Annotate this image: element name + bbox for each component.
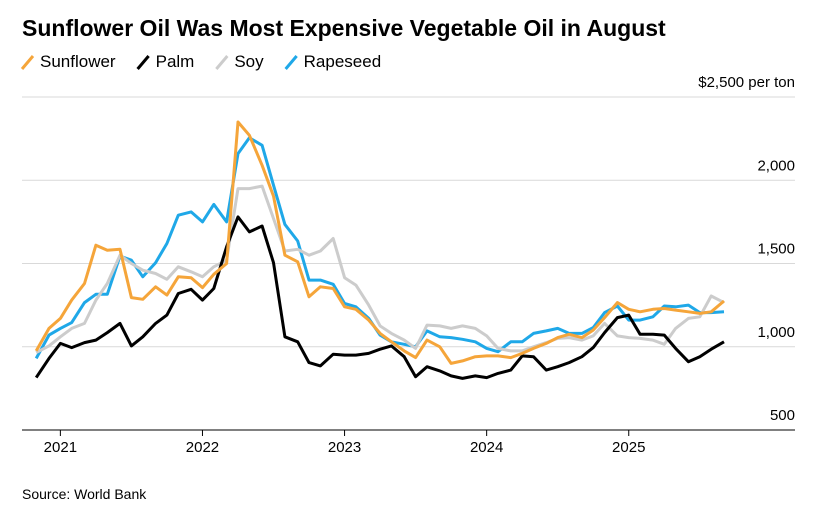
legend-swatch bbox=[284, 55, 298, 70]
x-tick-label: 2022 bbox=[186, 439, 219, 456]
legend-swatch bbox=[215, 55, 229, 70]
legend-label: Sunflower bbox=[40, 52, 116, 71]
x-tick-label: 2021 bbox=[44, 439, 77, 456]
series-line bbox=[34, 120, 725, 365]
series-line bbox=[34, 215, 725, 380]
chart-title: Sunflower Oil Was Most Expensive Vegetab… bbox=[22, 15, 666, 41]
x-tick-label: 2025 bbox=[612, 439, 645, 456]
x-tick-label: 2024 bbox=[470, 439, 503, 456]
legend-label: Rapeseed bbox=[304, 52, 382, 71]
x-tick-label: 2023 bbox=[328, 439, 361, 456]
series-line bbox=[35, 184, 725, 354]
y-tick-label: $2,500 per ton bbox=[698, 74, 795, 91]
source: Source: World Bank bbox=[22, 486, 147, 502]
legend-label: Palm bbox=[156, 52, 195, 71]
legend-label: Soy bbox=[234, 52, 264, 71]
legend-swatch bbox=[20, 55, 35, 70]
y-tick-label: 1,000 bbox=[757, 324, 795, 341]
y-tick-label: 500 bbox=[770, 407, 795, 424]
y-tick-label: 1,500 bbox=[757, 241, 795, 258]
y-tick-label: 2,000 bbox=[757, 157, 795, 174]
legend-swatch bbox=[136, 55, 150, 70]
